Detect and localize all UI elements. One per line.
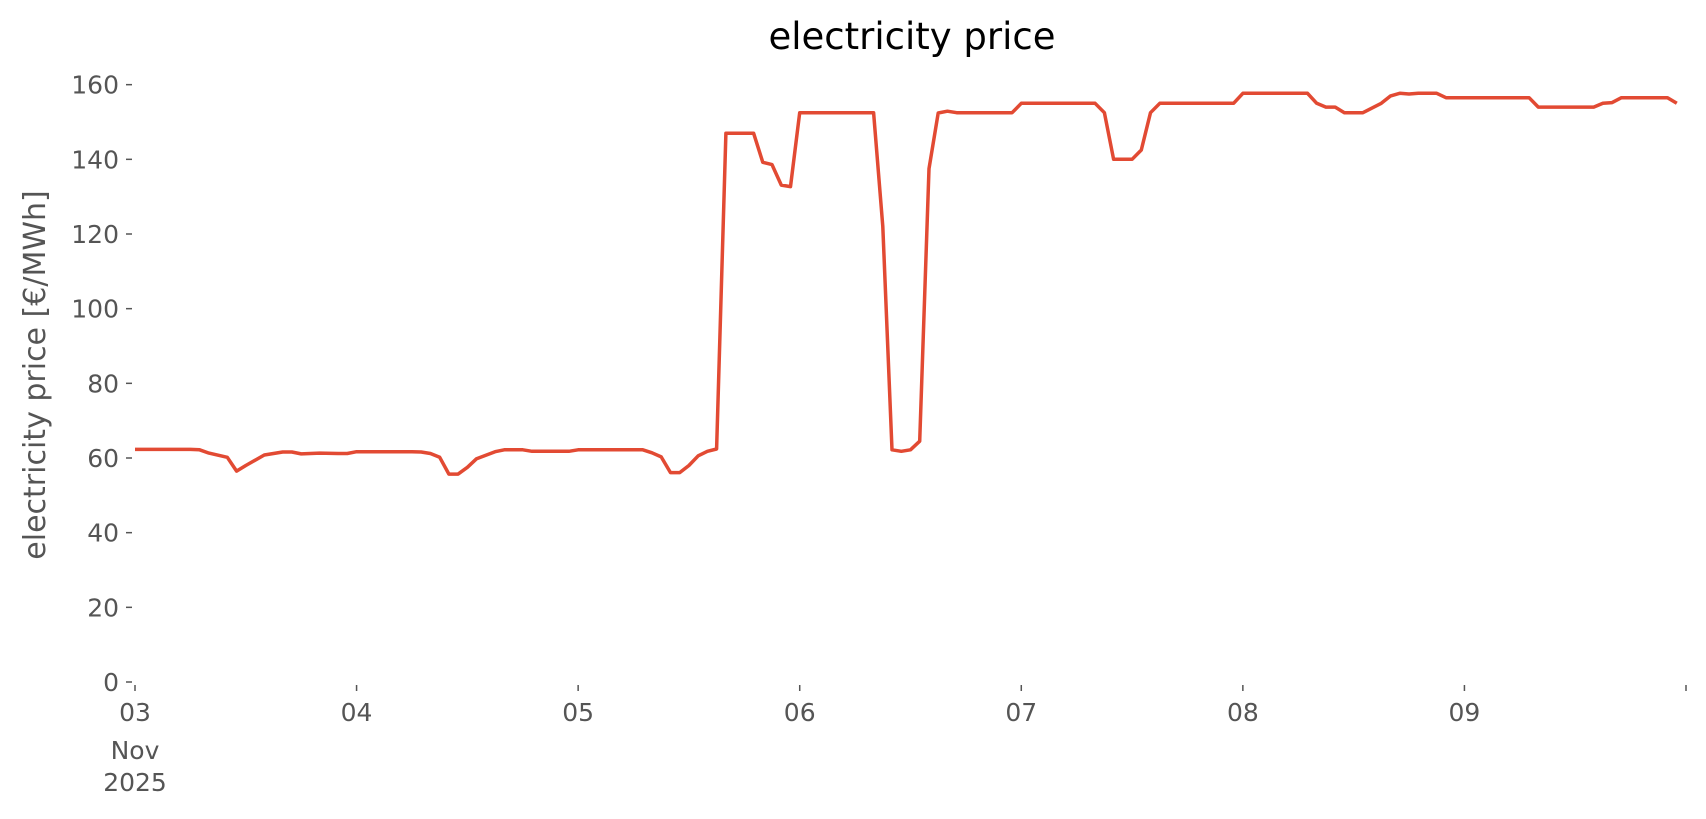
x-tick-label: 08 bbox=[1227, 698, 1259, 727]
x-tick-sublabel: Nov bbox=[111, 736, 160, 765]
y-tick-label: 60 bbox=[87, 444, 119, 473]
y-tick-label: 100 bbox=[71, 295, 119, 324]
y-tick-label: 0 bbox=[103, 668, 119, 697]
x-tick-label: 07 bbox=[1005, 698, 1037, 727]
y-tick-label: 160 bbox=[71, 71, 119, 100]
x-tick-label: 09 bbox=[1449, 698, 1481, 727]
chart-title: electricity price bbox=[768, 15, 1055, 58]
y-tick-label: 80 bbox=[87, 369, 119, 398]
plot-lines bbox=[135, 91, 1678, 476]
y-axis: 0 20 40 60 80 100 120 140 160 bbox=[71, 71, 132, 697]
series-line bbox=[135, 91, 1678, 476]
x-tick-sublabel: 2025 bbox=[103, 768, 167, 797]
y-tick-label: 20 bbox=[87, 593, 119, 622]
x-axis: 03 04 05 06 07 08 09 Nov 2025 bbox=[103, 685, 1687, 797]
y-tick-label: 40 bbox=[87, 519, 119, 548]
y-tick-label: 140 bbox=[71, 145, 119, 174]
x-tick-label: 04 bbox=[341, 698, 373, 727]
x-tick-label: 06 bbox=[784, 698, 816, 727]
x-tick-label: 03 bbox=[119, 698, 151, 727]
y-tick-label: 120 bbox=[71, 220, 119, 249]
y-axis-label: electricity price [€/MWh] bbox=[18, 190, 53, 559]
x-tick-label: 05 bbox=[562, 698, 594, 727]
